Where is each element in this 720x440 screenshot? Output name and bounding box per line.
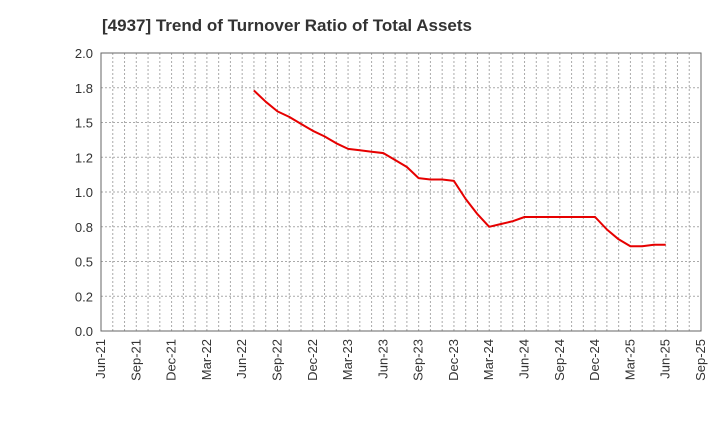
y-axis: 0.0 0.2 0.5 0.8 1.0 1.2 1.5 1.8 2.0 [75, 46, 93, 339]
x-tick-label: Mar-24 [481, 339, 496, 380]
x-tick-label: Sep-25 [693, 339, 708, 381]
y-tick-label: 0.8 [75, 220, 93, 235]
x-tick-label: Dec-22 [305, 339, 320, 381]
x-tick-label: Sep-21 [128, 339, 143, 381]
y-tick-label: 1.5 [75, 116, 93, 131]
y-tick-label: 0.0 [75, 324, 93, 339]
y-tick-label: 0.2 [75, 289, 93, 304]
x-tick-label: Dec-21 [164, 339, 179, 381]
y-tick-label: 1.0 [75, 185, 93, 200]
x-tick-label: Mar-22 [199, 339, 214, 380]
x-tick-label: Mar-25 [622, 339, 637, 380]
x-tick-label: Mar-23 [340, 339, 355, 380]
x-tick-label: Jun-23 [375, 339, 390, 379]
plot-border [100, 52, 702, 332]
x-tick-label: Jun-21 [93, 339, 108, 379]
grid [101, 53, 701, 331]
x-tick-label: Sep-23 [411, 339, 426, 381]
x-tick-label: Sep-24 [552, 339, 567, 381]
y-tick-label: 1.2 [75, 150, 93, 165]
y-tick-label: 1.8 [75, 81, 93, 96]
series-line [253, 89, 666, 248]
x-tick-label: Sep-22 [269, 339, 284, 381]
x-tick-label: Dec-24 [587, 339, 602, 381]
chart-title: [4937] Trend of Turnover Ratio of Total … [102, 16, 472, 35]
x-axis: Jun-21 Sep-21 Dec-21 Mar-22 Jun-22 Sep-22 Dec-… [93, 339, 708, 381]
x-tick-label: Jun-25 [658, 339, 673, 379]
y-tick-label: 2.0 [75, 46, 93, 61]
x-tick-label: Jun-24 [517, 339, 532, 379]
x-tick-label: Dec-23 [446, 339, 461, 381]
x-tick-label: Jun-22 [234, 339, 249, 379]
series-group [253, 89, 666, 248]
y-tick-label: 0.5 [75, 255, 93, 270]
